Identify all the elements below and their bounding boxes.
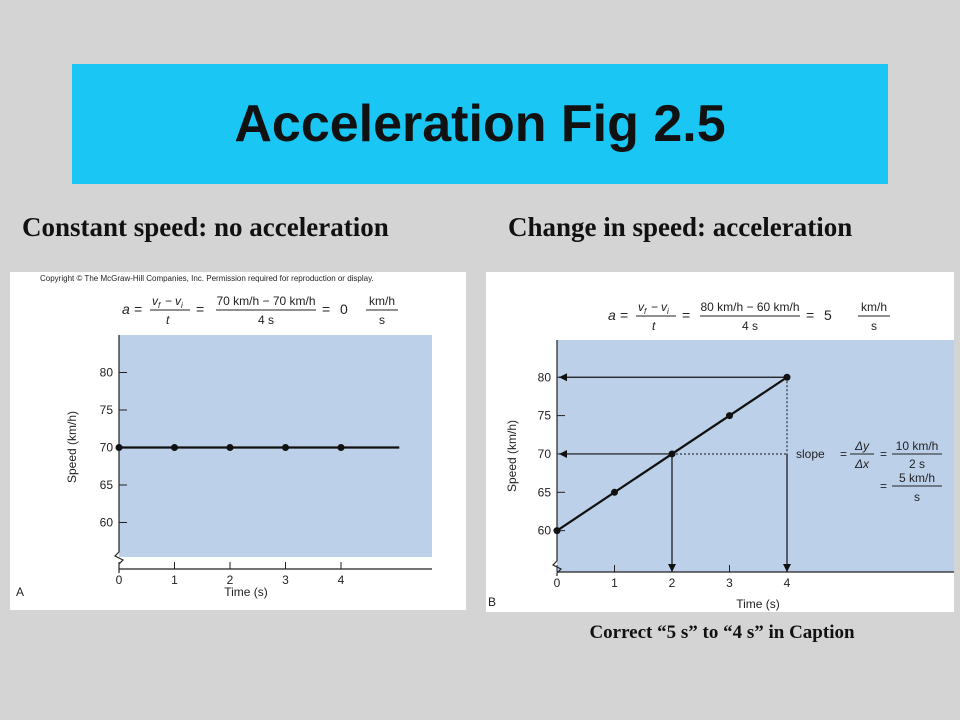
panel-label-a: A — [16, 585, 24, 599]
svg-text:=: = — [322, 301, 330, 317]
svg-text:−: − — [165, 294, 172, 308]
y-tick-label-75: 75 — [100, 403, 114, 417]
formula-b-t: t — [652, 319, 656, 333]
data-point-3 — [282, 444, 289, 451]
formula-a-unit-den: s — [379, 313, 385, 327]
data-point-4 — [337, 444, 345, 451]
data-point-0 — [553, 527, 561, 535]
slope-num1: 10 km/h — [896, 439, 939, 453]
panel-a: Copyright © The McGraw-Hill Companies, I… — [10, 272, 466, 610]
slide-title: Acceleration Fig 2.5 — [234, 95, 726, 153]
formula-a-numerator: 70 km/h − 70 km/h — [216, 294, 315, 308]
svg-text:−: − — [651, 300, 658, 314]
x-tick-label-2: 2 — [669, 576, 676, 590]
arrowhead-x4 — [783, 564, 791, 572]
formula-b-vf: vf — [638, 300, 647, 316]
slope-annotation: slope = Δy Δx = 10 km/h 2 s = 5 km/h s — [796, 439, 942, 504]
left-heading: Constant speed: no acceleration — [22, 212, 389, 242]
svg-text:=: = — [196, 301, 204, 317]
slope-dx: Δx — [854, 457, 870, 471]
data-point-2 — [668, 450, 676, 458]
formula-b-result: 5 — [824, 307, 832, 323]
formula-b-symbol: a — [608, 307, 616, 323]
data-point-0 — [115, 444, 123, 451]
svg-text:=: = — [682, 307, 690, 323]
y-tick-label-65: 65 — [538, 485, 552, 499]
data-point-1 — [171, 444, 178, 451]
y-tick-label-80: 80 — [538, 370, 552, 384]
y-tick-label-60: 60 — [538, 524, 552, 538]
arrowhead-y80 — [559, 373, 567, 382]
svg-text:=: = — [880, 479, 887, 493]
formula-b-vi: vi — [661, 300, 669, 316]
x-tick-label-3: 3 — [726, 576, 733, 590]
axes-b: 60 65 70 75 80 0 1 2 3 4 — [538, 340, 954, 590]
formula-a-unit-num: km/h — [369, 294, 395, 308]
title-banner: Acceleration Fig 2.5 — [72, 64, 888, 184]
y-tick-label-70: 70 — [100, 441, 114, 455]
chart-b-changing-speed: a = vf − vi t = 80 km/h − 60 km/h 4 s = … — [488, 300, 954, 611]
copyright-text: Copyright © The McGraw-Hill Companies, I… — [40, 274, 374, 283]
formula-vf: vf — [152, 294, 161, 310]
formula-b-unit-den: s — [871, 319, 877, 333]
y-tick-label-70: 70 — [538, 447, 552, 461]
svg-text:=: = — [806, 307, 814, 323]
panel-label-b: B — [488, 595, 496, 609]
data-point-2 — [226, 444, 234, 451]
x-tick-label-0: 0 — [116, 573, 123, 587]
svg-text:=: = — [880, 447, 887, 461]
y-tick-label-65: 65 — [100, 478, 114, 492]
y-axis-label-b: Speed (km/h) — [505, 420, 519, 492]
formula-b: a = vf − vi t = 80 km/h − 60 km/h 4 s = … — [608, 300, 890, 333]
slope-num2: 5 km/h — [899, 471, 935, 485]
formula-b-numerator: 80 km/h − 60 km/h — [700, 300, 799, 314]
correction-caption: Correct “5 s” to “4 s” in Caption — [589, 622, 855, 643]
slope-dy: Δy — [854, 439, 870, 453]
axes-a: 60 65 70 75 80 0 1 2 3 4 — [100, 335, 432, 587]
svg-text:=: = — [134, 301, 142, 317]
y-tick-label-75: 75 — [538, 409, 552, 423]
formula-a-denominator: 4 s — [258, 313, 274, 327]
x-tick-label-1: 1 — [171, 573, 178, 587]
y-axis-break — [551, 560, 563, 576]
panel-b: a = vf − vi t = 80 km/h − 60 km/h 4 s = … — [486, 272, 954, 612]
formula-a: a = vf − vi t = 70 km/h − 70 km/h 4 s = … — [122, 294, 398, 327]
y-tick-label-60: 60 — [100, 516, 114, 530]
formula-t: t — [166, 313, 170, 327]
svg-text:=: = — [840, 447, 847, 461]
x-tick-label-0: 0 — [554, 576, 561, 590]
y-tick-label-80: 80 — [100, 366, 114, 380]
x-axis-label-a: Time (s) — [224, 585, 268, 599]
svg-text:=: = — [620, 307, 628, 323]
x-tick-label-2: 2 — [227, 573, 234, 587]
x-tick-label-4: 4 — [338, 573, 345, 587]
chart-a-constant-speed: Copyright © The McGraw-Hill Companies, I… — [16, 274, 432, 599]
x-tick-label-3: 3 — [282, 573, 289, 587]
formula-vi: vi — [175, 294, 183, 310]
formula-b-unit-num: km/h — [861, 300, 887, 314]
formula-a-symbol: a — [122, 301, 130, 317]
formula-a-result: 0 — [340, 301, 348, 317]
plot-area-b — [557, 340, 954, 572]
plot-area-a — [119, 335, 432, 557]
x-tick-label-4: 4 — [784, 576, 791, 590]
x-tick-label-1: 1 — [611, 576, 618, 590]
data-point-4 — [783, 373, 791, 381]
y-axis-label-a: Speed (km/h) — [65, 411, 79, 483]
data-point-3 — [726, 412, 733, 420]
slope-den1: 2 s — [909, 457, 925, 471]
right-heading: Change in speed: acceleration — [508, 212, 853, 242]
x-axis-label-b: Time (s) — [736, 597, 780, 611]
arrowhead-y70 — [559, 449, 567, 458]
slope-den2: s — [914, 490, 920, 504]
data-point-1 — [611, 488, 618, 496]
arrowhead-x2 — [668, 564, 676, 572]
slope-label: slope — [796, 447, 825, 461]
formula-b-denominator: 4 s — [742, 319, 758, 333]
